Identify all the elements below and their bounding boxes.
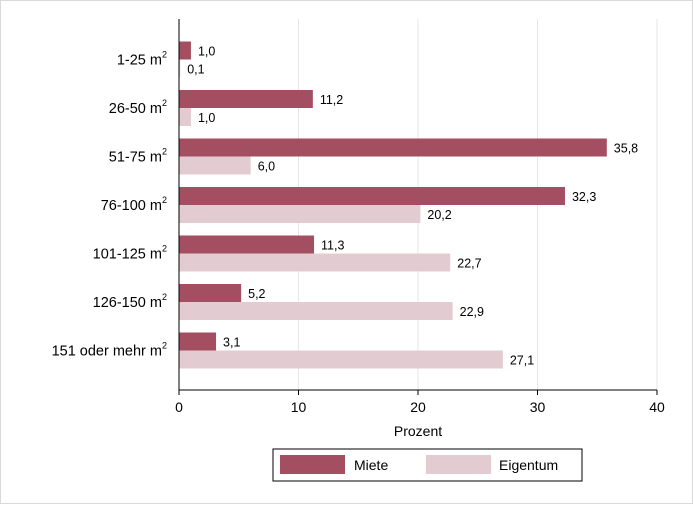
category-label: 126-150 m2 <box>93 292 167 311</box>
value-labels: 1,0 0,1 11,2 1,0 35,8 6,0 32,3 20,2 11,3 22,7 5,2 2… <box>187 45 638 368</box>
bars <box>179 41 607 369</box>
bar-miete-0 <box>179 41 191 60</box>
x-axis-title: Prozent <box>394 423 442 439</box>
category-label: 51-75 m2 <box>109 147 167 166</box>
x-axis-ticks: 0 10 20 30 40 <box>175 390 665 415</box>
bar-eigentum-3 <box>179 205 421 223</box>
category-label: 26-50 m2 <box>109 98 167 117</box>
value-label: 35,8 <box>614 142 638 156</box>
value-label: 3,1 <box>223 336 240 350</box>
value-label: 5,2 <box>248 287 265 301</box>
category-label: 76-100 m2 <box>101 195 167 214</box>
value-label: 11,3 <box>321 239 344 253</box>
value-label: 0,1 <box>187 63 204 77</box>
legend-label-eigentum: Eigentum <box>499 457 558 473</box>
bar-miete-2 <box>179 138 607 157</box>
bar-eigentum-2 <box>179 156 251 175</box>
legend-swatch-eigentum <box>426 455 491 474</box>
x-tick-label: 30 <box>530 399 546 415</box>
bar-eigentum-0 <box>179 59 181 78</box>
value-label: 1,0 <box>198 111 215 125</box>
value-label: 11,2 <box>320 93 343 107</box>
bar-eigentum-6 <box>179 350 503 369</box>
bar-miete-3 <box>179 187 565 205</box>
category-label: 151 oder mehr m2 <box>52 341 167 360</box>
legend-swatch-miete <box>280 455 345 474</box>
category-label: 101-125 m2 <box>93 244 167 263</box>
bar-miete-1 <box>179 90 313 108</box>
value-label: 1,0 <box>198 45 215 59</box>
bar-eigentum-5 <box>179 302 453 320</box>
bar-eigentum-4 <box>179 253 451 272</box>
bar-eigentum-1 <box>179 108 191 126</box>
value-label: 27,1 <box>510 354 534 368</box>
category-label: 1-25 m2 <box>117 50 167 69</box>
bar-miete-5 <box>179 284 242 302</box>
bar-miete-4 <box>179 235 315 254</box>
value-label: 22,7 <box>457 257 481 271</box>
value-label: 32,3 <box>572 190 596 204</box>
value-label: 6,0 <box>258 160 275 174</box>
legend: Miete Eigentum <box>272 448 583 482</box>
value-label: 22,9 <box>460 305 484 319</box>
x-tick-label: 10 <box>291 399 307 415</box>
legend-label-miete: Miete <box>354 457 388 473</box>
x-tick-label: 20 <box>410 399 426 415</box>
value-label: 20,2 <box>427 208 451 222</box>
category-labels: 1-25 m2 26-50 m2 51-75 m2 76-100 m2 101-125 … <box>52 50 167 360</box>
x-tick-label: 40 <box>649 399 665 415</box>
x-tick-label: 0 <box>175 399 183 415</box>
bar-miete-6 <box>179 332 217 351</box>
